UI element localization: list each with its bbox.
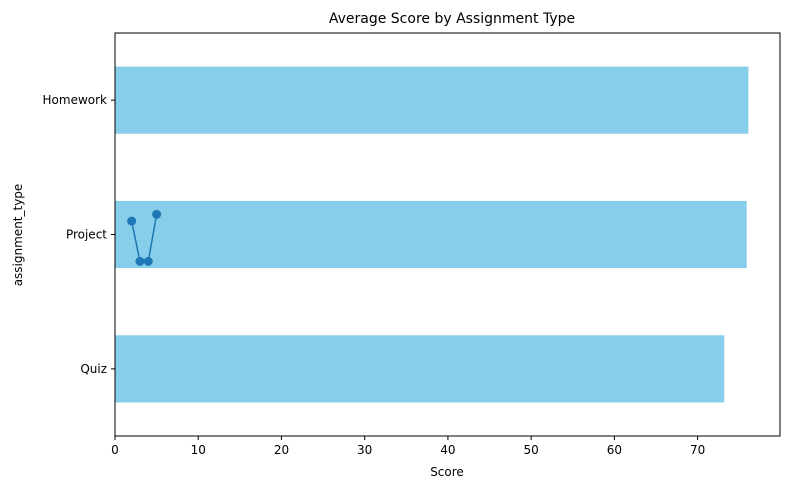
y-axis-label: assignment_type bbox=[11, 184, 25, 287]
x-tick-label: 40 bbox=[440, 443, 455, 457]
x-tick-label: 20 bbox=[274, 443, 289, 457]
overlay-line-group bbox=[127, 209, 162, 266]
x-tick-label: 0 bbox=[111, 443, 119, 457]
bar-quiz bbox=[115, 335, 725, 403]
overlay-point bbox=[127, 216, 137, 226]
x-axis-label: Score bbox=[430, 465, 464, 479]
chart-title: Average Score by Assignment Type bbox=[329, 11, 575, 27]
y-tick-label-project: Project bbox=[66, 228, 107, 242]
x-tick-label: 70 bbox=[690, 443, 705, 457]
overlay-point bbox=[143, 256, 153, 266]
x-tick-label: 50 bbox=[524, 443, 539, 457]
x-tick-label: 10 bbox=[191, 443, 206, 457]
bars-group bbox=[115, 66, 749, 403]
x-axis-ticks: 0 10 20 30 40 50 60 70 bbox=[111, 436, 705, 457]
bar-homework bbox=[115, 66, 749, 134]
overlay-point bbox=[135, 256, 145, 266]
overlay-point bbox=[152, 209, 162, 219]
x-tick-label: 60 bbox=[607, 443, 622, 457]
bar-project bbox=[115, 200, 747, 269]
x-tick-label: 30 bbox=[357, 443, 372, 457]
y-axis-ticks: Quiz Project Homework bbox=[43, 93, 115, 376]
y-tick-label-quiz: Quiz bbox=[80, 362, 107, 376]
y-tick-label-homework: Homework bbox=[43, 93, 108, 107]
